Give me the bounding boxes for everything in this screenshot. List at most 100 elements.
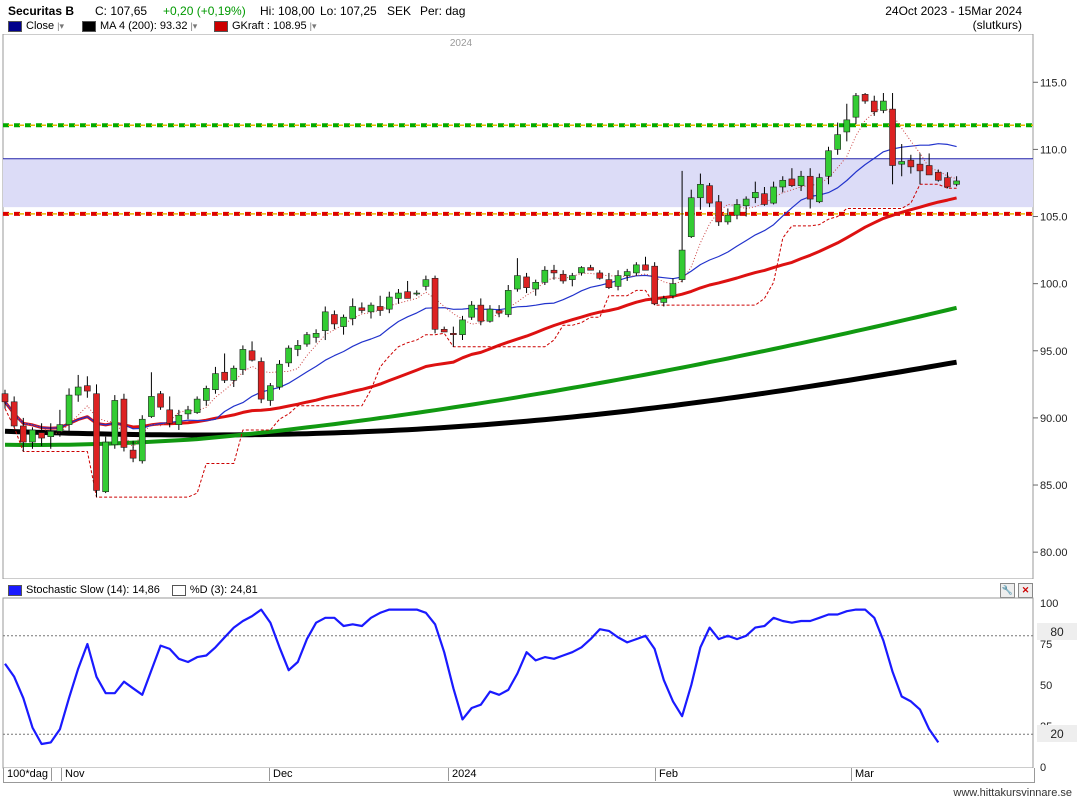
candle <box>193 396 201 414</box>
candle-body <box>395 292 402 299</box>
candle <box>852 93 860 124</box>
candle-body <box>733 204 741 216</box>
legend-gkraft-label: GKraft : 108.95 <box>232 20 307 32</box>
candle <box>331 310 338 330</box>
candle <box>889 93 896 185</box>
candle <box>578 266 585 276</box>
candle <box>706 182 713 208</box>
candle <box>19 417 27 452</box>
legend-ma[interactable]: MA 4 (200): 93.32 |▾ <box>82 19 197 33</box>
legend-close-swatch <box>8 20 22 32</box>
stochastic-y-tick-label: 50 <box>1040 680 1052 692</box>
candle <box>321 306 329 341</box>
candle-body <box>559 273 567 282</box>
candle <box>276 360 283 390</box>
currency: SEK <box>387 4 412 18</box>
candle-body <box>148 396 155 417</box>
settings-icon[interactable]: 🔧 <box>1000 583 1015 598</box>
candle-body <box>38 432 45 439</box>
candle-body <box>678 249 686 280</box>
candle <box>596 270 604 280</box>
candle <box>257 357 265 404</box>
price-type: (slutkurs) <box>972 18 1022 32</box>
candle <box>816 173 823 204</box>
candle <box>129 440 137 463</box>
candle <box>788 168 796 187</box>
candle-body <box>65 394 73 425</box>
candle <box>751 181 759 204</box>
candle <box>870 95 878 116</box>
candle-body <box>834 134 841 150</box>
candle-body <box>303 334 311 345</box>
candle <box>56 409 64 437</box>
candle-body <box>486 308 494 322</box>
candle-body <box>788 178 796 186</box>
zoom-label[interactable]: 100*dag <box>4 768 52 781</box>
candle <box>65 388 73 432</box>
candle <box>230 365 238 388</box>
candle <box>166 396 173 428</box>
candle <box>74 374 82 402</box>
close-value: C: 107,65 <box>95 4 148 18</box>
candle <box>212 366 219 394</box>
legend-close-label: Close <box>26 20 55 32</box>
candle-body <box>19 425 27 443</box>
candle <box>925 153 933 176</box>
candle <box>303 331 311 347</box>
candle <box>84 376 91 398</box>
candle-body <box>248 350 256 361</box>
candle-body <box>385 296 393 310</box>
candle-body <box>203 388 210 401</box>
candle-body <box>29 429 36 443</box>
percent-d-swatch <box>171 584 186 596</box>
legend-close[interactable]: Close |▾ <box>8 19 64 33</box>
chevron-down-icon[interactable]: |▾ <box>190 20 198 31</box>
candle-body <box>742 198 750 207</box>
candle <box>825 146 832 185</box>
candle-body <box>944 177 951 188</box>
candle <box>669 278 677 299</box>
candle <box>468 301 475 320</box>
date-range: 24Oct 2023 - 15Mar 2024 <box>885 4 1022 18</box>
price-chart: 2024 80.00 85.00 90.00 95.00 100.0 105.0 110.0… <box>1 34 1068 579</box>
candle-body <box>440 328 448 333</box>
candle <box>93 384 100 498</box>
candle <box>221 353 228 383</box>
legend-gkraft[interactable]: GKraft : 108.95 |▾ <box>214 19 316 33</box>
candle-body <box>514 275 521 290</box>
candle-body <box>239 349 247 370</box>
period: Per: dag <box>420 4 466 18</box>
candle <box>532 279 540 296</box>
candle-body <box>761 193 768 205</box>
candle <box>285 345 292 367</box>
legend-ma-label: MA 4 (200): 93.32 <box>100 20 188 32</box>
candle <box>413 290 421 296</box>
y-tick-label: 115.0 <box>1040 77 1067 89</box>
x-axis-label: 2024 <box>448 768 476 781</box>
candle-body <box>47 431 55 437</box>
candle-body <box>276 363 283 388</box>
candle <box>687 189 695 239</box>
candle-body <box>175 414 183 425</box>
y-tick-label: 90.00 <box>1040 413 1068 425</box>
chevron-down-icon[interactable]: |▾ <box>309 20 317 31</box>
candle-body <box>870 100 878 113</box>
stochastic-line <box>4 608 940 746</box>
candle-body <box>267 385 274 401</box>
candle-body <box>331 314 338 325</box>
stochastic-legend[interactable]: Stochastic Slow (14): 14,86 %D (3): 24,8… <box>8 583 258 597</box>
candle <box>486 305 494 323</box>
stochastic-plot-frame <box>2 597 1034 769</box>
candle <box>340 314 347 335</box>
candle-body <box>1 393 9 403</box>
candle <box>175 409 183 430</box>
candle-body <box>312 333 320 338</box>
candle-body <box>925 165 933 176</box>
chevron-down-icon[interactable]: |▾ <box>57 20 64 31</box>
candle <box>385 291 393 314</box>
percent-d-label: %D (3): 24,81 <box>189 584 258 596</box>
chart-header: Securitas B C: 107,65 +0,20 (+0,19%) Hi:… <box>0 0 1080 34</box>
candle-body <box>751 192 759 199</box>
candle-body <box>687 197 695 237</box>
candle-body <box>816 177 823 203</box>
